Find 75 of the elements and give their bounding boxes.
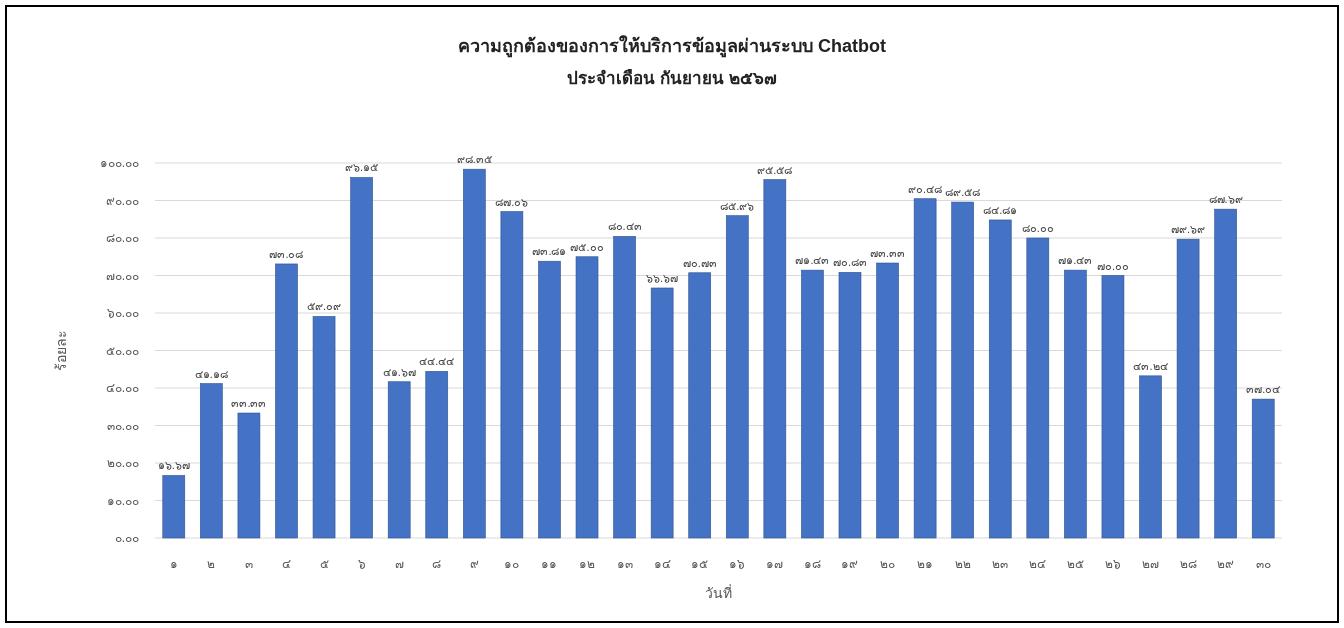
xtick: ๗: [394, 557, 404, 571]
ytick: ๑๐.๐๐: [106, 493, 139, 508]
value-label: ๓๗.๐๔: [1246, 383, 1281, 396]
value-label: ๓๓.๓๓: [231, 397, 267, 409]
xtick: ๑๘: [803, 557, 821, 571]
value-label: ๗๑.๔๓: [1058, 254, 1093, 267]
xtick: ๒๒: [954, 557, 971, 571]
value-label: ๔๑.๖๗: [382, 365, 416, 378]
ytick: ๑๐๐.๐๐: [99, 156, 139, 170]
value-label: ๗๓.๘๑: [532, 245, 567, 258]
value-label: ๘๐.๐๐: [1021, 222, 1054, 234]
value-label: ๘๙.๕๘: [945, 186, 981, 199]
value-label: ๔๔.๔๔: [419, 355, 455, 368]
value-label: ๙๐.๔๘: [908, 182, 943, 195]
value-label: ๘๔.๘๑: [983, 203, 1018, 216]
ytick: ๗๐.๐๐: [105, 268, 139, 283]
ytick: ๘๐.๐๐: [105, 231, 139, 245]
ytick: ๙๐.๐๐: [105, 193, 139, 208]
xlabel: วันที่: [705, 585, 732, 601]
value-label: ๘๗.๐๖: [495, 195, 529, 208]
xtick: ๒๓: [992, 557, 1009, 571]
value-label: ๗๕.๐๐: [570, 240, 604, 253]
xtick: ๒๑: [917, 557, 934, 571]
subtitle: ประจำเดือน กันยายน ๒๕๖๗: [567, 69, 777, 88]
xtick: ๔: [282, 557, 291, 571]
xtick: ๒๕: [1066, 557, 1084, 571]
value-label: ๕๙.๐๙: [307, 300, 342, 313]
value-label: ๔๓.๒๔: [1133, 359, 1168, 372]
xtick: ๑๗: [766, 557, 784, 571]
value-label: ๙๖.๑๕: [345, 161, 379, 174]
value-label: ๗๙.๖๙: [1171, 223, 1206, 236]
value-label: ๗๐.๘๓: [832, 256, 867, 269]
xtick: ๘: [432, 557, 442, 571]
xtick: ๑๑: [541, 557, 558, 571]
xtick: ๑๐: [504, 557, 520, 571]
ytick: ๖๐.๐๐: [106, 306, 139, 320]
value-label: ๗๐.๐๐: [1096, 259, 1129, 272]
value-label: ๗๑.๔๓: [795, 254, 830, 267]
value-label: ๗๐.๗๓: [682, 256, 717, 269]
value-label: ๘๐.๔๓: [607, 220, 642, 233]
value-label: ๑๖.๖๗: [157, 459, 190, 472]
title: ความถูกต้องของการให้บริการข้อมูลผ่านระบบ Chatbot: [458, 36, 886, 56]
xtick: ๓๐: [1255, 557, 1271, 571]
value-label: ๙๘.๓๕: [456, 153, 492, 166]
xtick: ๑๒: [579, 557, 595, 571]
xtick: ๒๗: [1142, 557, 1159, 571]
value-label: ๖๖.๖๗: [646, 272, 679, 284]
xtick: ๒๖: [1104, 557, 1121, 571]
xtick: ๙: [469, 557, 479, 571]
xtick: ๒๔: [1029, 557, 1047, 571]
xtick: ๒๙: [1217, 557, 1235, 571]
xtick: ๑: [169, 557, 178, 571]
ytick: ๕๐.๐๐: [105, 343, 139, 358]
xtick: ๖: [357, 557, 366, 571]
xtick: ๑๓: [616, 557, 633, 571]
xtick: ๒๐: [880, 557, 896, 571]
xtick: ๑๕: [691, 557, 709, 571]
xtick: ๕: [319, 557, 329, 571]
ytick: ๐.๐๐: [114, 531, 139, 545]
ytick: ๔๐.๐๐: [105, 381, 139, 395]
xtick: ๑๔: [653, 557, 671, 571]
xtick: ๑๙: [841, 557, 859, 571]
xtick: ๓: [244, 557, 253, 571]
value-label: ๙๕.๕๘: [757, 163, 793, 176]
ylabel: ร้อยละ: [53, 330, 69, 371]
xtick: ๒: [207, 557, 216, 571]
xtick: ๑๖: [729, 557, 746, 571]
value-label: ๗๓.๐๘: [269, 247, 304, 260]
xtick: ๒๘: [1179, 557, 1197, 571]
ytick: ๓๐.๐๐: [106, 418, 139, 433]
value-label: ๗๓.๓๓: [870, 247, 906, 259]
ytick: ๒๐.๐๐: [106, 456, 139, 470]
value-label: ๘๗.๖๙: [1208, 193, 1243, 206]
value-label: ๔๑.๑๘: [194, 367, 228, 380]
value-label: ๘๕.๙๖: [720, 199, 755, 212]
